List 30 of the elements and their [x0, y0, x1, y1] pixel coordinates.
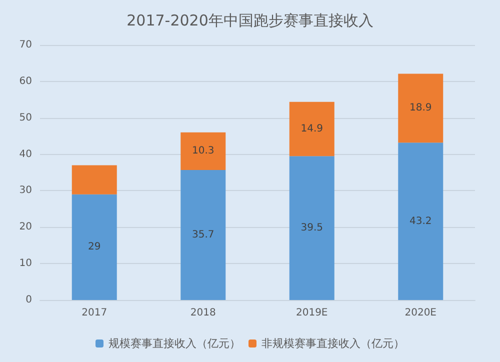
y-tick-label: 60 — [19, 76, 32, 87]
data-label: 10.3 — [192, 146, 214, 157]
bar — [72, 194, 117, 300]
y-tick-label: 0 — [26, 294, 32, 306]
data-label: 43.2 — [409, 216, 432, 227]
data-label: 14.9 — [300, 123, 324, 134]
bar — [180, 132, 226, 170]
bar — [289, 102, 334, 156]
y-tick-label: 50 — [19, 112, 32, 124]
legend-label: 非规模赛事直接收入（亿元） — [262, 337, 404, 350]
bar — [398, 74, 444, 143]
x-tick-label: 2017 — [82, 308, 108, 318]
y-tick-label: 10 — [19, 258, 32, 270]
y-tick-label: 40 — [19, 148, 32, 160]
bar — [398, 142, 444, 300]
data-label: 39.5 — [300, 222, 324, 234]
y-tick-label: 70 — [19, 40, 32, 50]
y-tick-label: 20 — [19, 222, 32, 233]
legend-label: 规模赛事直接收入（亿元） — [108, 337, 240, 350]
data-label: 29 — [88, 242, 101, 253]
y-tick-label: 30 — [19, 185, 32, 196]
x-tick-label: 2020E — [404, 308, 437, 318]
bar — [180, 170, 226, 300]
x-tick-label: 2018 — [190, 308, 216, 318]
bar — [289, 156, 334, 300]
chart-title: 2017-2020年中国跑步赛事直接收入 — [126, 12, 374, 30]
bar — [72, 165, 117, 194]
data-label: 35.7 — [192, 229, 214, 240]
x-tick-label: 2019E — [296, 308, 328, 318]
data-label: 18.9 — [409, 102, 432, 114]
